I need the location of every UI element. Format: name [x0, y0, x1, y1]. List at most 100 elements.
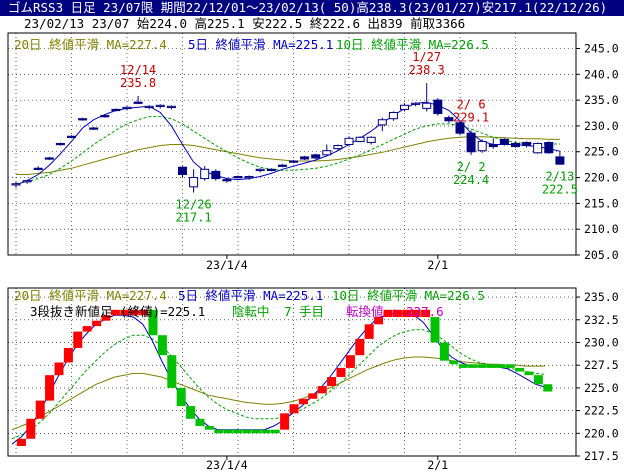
brick-up: [54, 362, 64, 376]
breakline-panel-legend: 20日 終値平滑 MA=227.4 5日 終値平滑 MA=225.1 10日 終…: [14, 288, 485, 319]
candle-bull: [388, 112, 398, 120]
candle-bear: [511, 142, 520, 148]
legend-ma5: 5日 終値平滑 MA=225.1: [188, 37, 333, 52]
candle-bull: [189, 177, 199, 188]
annotation-value: 217.1: [176, 211, 212, 225]
candle-bear: [544, 141, 554, 154]
series-line-ma10: [15, 116, 560, 185]
candle-panel-x-ticks: 23/1/4 2/1: [206, 255, 448, 272]
series-line-ma10: [11, 329, 545, 440]
y-tick-label: 225.0: [584, 381, 619, 395]
candle-bear: [55, 142, 65, 146]
brick-down: [486, 364, 496, 368]
y-tick-label: 230.0: [584, 335, 619, 349]
y-tick-label: 240.0: [584, 67, 619, 81]
legend2-ma10: 10日 終値平滑 MA=226.5: [332, 288, 485, 303]
candle-bear: [133, 101, 143, 104]
candle-bull: [377, 119, 387, 126]
brick-down: [439, 342, 449, 361]
brick-down: [270, 429, 280, 434]
y-tick-label: 210.0: [584, 222, 619, 236]
brick-up: [73, 331, 83, 348]
brick-up: [411, 309, 421, 318]
brick-up: [82, 326, 92, 332]
candle-bear: [233, 176, 243, 179]
brick-up: [45, 375, 55, 401]
candle-bear: [499, 138, 509, 146]
brick-up: [26, 418, 36, 439]
candle-bear: [444, 117, 454, 122]
annotation-date: 2/ 6: [457, 98, 486, 112]
candle-bear: [89, 127, 99, 130]
candle-bull: [144, 105, 154, 109]
series-line-ma5: [15, 101, 561, 186]
brick-down: [505, 364, 515, 368]
annotation-date: 2/13: [545, 170, 574, 184]
brick-down: [195, 418, 205, 427]
brick-down: [515, 367, 525, 372]
legend2-ma20: 20日 終値平滑 MA=227.4: [14, 288, 167, 303]
candle-bear: [311, 154, 321, 159]
candle-bull: [122, 106, 132, 110]
brick-down: [214, 429, 224, 434]
candle-bear: [178, 166, 187, 175]
y-tick-label: 245.0: [584, 41, 619, 55]
y-tick-label: 230.0: [584, 119, 619, 133]
brick-up: [139, 309, 149, 316]
legend2-ma5: 5日 終値平滑 MA=225.1: [178, 288, 323, 303]
brick-down: [186, 406, 196, 419]
brick-up: [16, 438, 26, 447]
annotation-value: 222.5: [542, 183, 578, 197]
brick-down: [204, 426, 214, 430]
annotation-date: 12/26: [176, 198, 212, 212]
brick-up: [110, 309, 120, 316]
y-tick-label: 217.5: [584, 449, 619, 463]
candle-bull: [400, 104, 409, 110]
brick-up: [355, 338, 365, 356]
brick-down: [148, 309, 158, 336]
candlesticks: [11, 83, 565, 193]
legend-ma10: 10日 終値平滑 MA=226.5: [336, 37, 489, 52]
brick-down: [477, 364, 487, 368]
breakline-state: 陰転中: [232, 304, 270, 319]
brick-down: [430, 317, 440, 343]
brick-up: [421, 309, 431, 318]
annotation-date: 2/ 2: [457, 160, 486, 174]
breakline-count: 7 手目: [284, 304, 324, 319]
brick-down: [176, 387, 186, 407]
brick-down: [533, 375, 543, 385]
y-tick-label: 215.0: [584, 196, 619, 210]
candle-bull: [22, 180, 32, 183]
annotation-date: 1/27: [412, 50, 441, 64]
y-tick-label: 205.0: [584, 248, 619, 262]
annotation-date: 12/14: [120, 63, 156, 77]
annotation-value: 238.3: [409, 63, 445, 77]
candle-bear: [455, 122, 465, 134]
brick-up: [345, 355, 355, 368]
y-tick-label: 225.0: [584, 145, 619, 159]
brick-down: [543, 384, 553, 392]
x-tick-label: 23/1/4: [206, 458, 248, 472]
brick-down: [449, 360, 459, 365]
brick-down: [167, 355, 177, 388]
brick-down: [223, 429, 233, 434]
candle-bear: [211, 170, 221, 180]
candle-bull: [255, 168, 265, 171]
candle-bear: [67, 135, 76, 138]
y-tick-label: 227.5: [584, 358, 619, 372]
brick-down: [524, 371, 534, 376]
brick-down: [251, 429, 261, 434]
candle-bull: [422, 102, 432, 109]
brick-down: [157, 335, 167, 356]
candle-panel-legend: 20日 終値平滑 MA=227.4 5日 終値平滑 MA=225.1 10日 終…: [14, 37, 489, 52]
brick-up: [327, 376, 337, 387]
brick-up: [35, 400, 45, 419]
candle-bull: [533, 142, 543, 154]
brick-down: [468, 364, 478, 368]
candle-bear: [78, 118, 88, 121]
brick-up: [101, 315, 111, 321]
y-tick-label: 232.5: [584, 313, 619, 327]
candle-panel-grid: [8, 33, 576, 256]
brick-up: [289, 404, 299, 414]
